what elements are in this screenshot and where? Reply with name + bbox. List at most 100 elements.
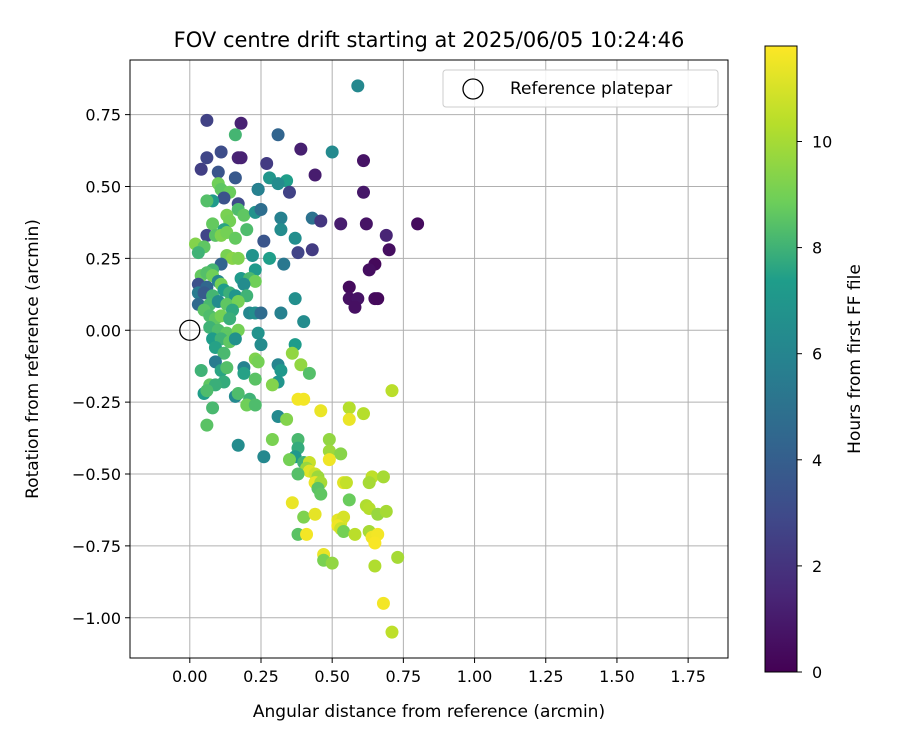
y-tick-label: −0.75: [72, 537, 121, 556]
data-point: [385, 384, 399, 398]
data-point: [254, 306, 268, 320]
data-point: [220, 361, 234, 375]
data-point: [322, 453, 336, 467]
data-point: [206, 401, 220, 415]
data-point: [371, 292, 385, 306]
data-point: [194, 364, 208, 377]
data-point: [348, 300, 362, 314]
x-tick-label: 0.75: [386, 667, 422, 686]
reference-marker-layer: [179, 319, 201, 341]
data-point: [314, 487, 328, 501]
data-point: [342, 401, 356, 415]
y-axis-label: Rotation from reference (arcmin): [23, 219, 43, 499]
data-point: [294, 358, 308, 372]
colorbar-tick-label: 4: [812, 451, 822, 470]
scatter-points: [188, 79, 425, 639]
y-tick-label: 0.50: [85, 178, 121, 197]
data-point: [214, 145, 228, 159]
data-point: [359, 217, 373, 231]
data-point: [271, 177, 285, 191]
data-point: [194, 162, 208, 176]
data-point: [285, 496, 299, 510]
data-point: [223, 312, 237, 326]
x-axis-label: Angular distance from reference (arcmin): [253, 702, 605, 722]
data-point: [376, 596, 390, 610]
data-point: [200, 418, 214, 432]
colorbar-tick-label: 6: [812, 345, 822, 364]
x-tick-label: 0.50: [314, 667, 350, 686]
data-point: [297, 392, 311, 406]
data-point: [200, 194, 214, 208]
data-point: [339, 476, 353, 490]
data-point: [379, 504, 393, 518]
data-point: [274, 223, 288, 237]
data-point: [254, 203, 268, 216]
legend-box: [442, 69, 719, 108]
data-point: [342, 493, 356, 507]
data-point: [231, 438, 245, 452]
data-point: [285, 346, 299, 360]
chart-title: FOV centre drift starting at 2025/06/05 …: [174, 28, 685, 52]
data-point: [274, 306, 288, 320]
data-point: [200, 113, 214, 127]
y-tick-label: 0.25: [85, 249, 121, 268]
data-point: [342, 412, 356, 426]
data-point: [200, 151, 214, 165]
data-point: [362, 476, 376, 490]
x-tick-label: 1.50: [599, 667, 635, 686]
data-point: [263, 251, 277, 265]
grid: [130, 60, 728, 658]
data-point: [337, 525, 351, 538]
data-point: [325, 145, 339, 159]
data-point: [302, 366, 316, 380]
data-point: [228, 332, 242, 346]
reference-platepar-marker: [179, 319, 201, 341]
data-point: [234, 116, 248, 130]
data-point: [357, 185, 371, 199]
data-point: [206, 217, 220, 231]
data-point: [342, 280, 356, 294]
colorbar-tick-label: 0: [812, 663, 822, 682]
data-point: [251, 182, 265, 196]
data-point: [391, 550, 405, 564]
plot-area-frame: [129, 59, 729, 659]
legend-marker-open-circle: [462, 78, 484, 100]
data-point: [240, 223, 254, 237]
colorbar: 0 2 4 6 8 10 Hours from first FF file: [764, 45, 865, 682]
colorbar-ticks: 0 2 4 6 8 10: [797, 132, 832, 682]
data-point: [257, 234, 271, 248]
x-tick-label: 0.00: [172, 667, 208, 686]
data-point: [217, 191, 231, 205]
data-point: [334, 217, 348, 231]
data-point: [231, 251, 245, 265]
data-point: [282, 453, 296, 467]
data-point: [314, 214, 328, 228]
data-point: [322, 433, 336, 446]
data-point: [231, 387, 245, 400]
x-axis-ticks: 0.00 0.25 0.50 0.75 1.00 1.25 1.50 1.75: [172, 658, 706, 686]
x-tick-label: 1.75: [670, 667, 706, 686]
data-point: [376, 470, 390, 484]
y-tick-label: −0.50: [72, 465, 121, 484]
y-tick-label: 0.75: [85, 106, 121, 125]
data-point: [277, 257, 291, 271]
data-point: [368, 536, 382, 550]
data-point: [357, 407, 371, 421]
data-point: [308, 507, 322, 521]
data-point: [291, 246, 305, 260]
data-point: [251, 355, 265, 369]
colorbar-tick-label: 2: [812, 557, 822, 576]
data-point: [251, 326, 265, 340]
data-point: [294, 142, 308, 156]
colorbar-tick-label: 8: [812, 239, 822, 258]
data-point: [257, 450, 271, 464]
data-point: [254, 338, 268, 352]
data-point: [271, 128, 285, 142]
data-point: [297, 315, 311, 329]
data-point: [228, 128, 242, 142]
data-point: [411, 217, 425, 231]
data-point: [228, 231, 242, 245]
data-point: [237, 277, 251, 291]
data-point: [191, 246, 205, 260]
legend: Reference platepar: [442, 69, 719, 108]
